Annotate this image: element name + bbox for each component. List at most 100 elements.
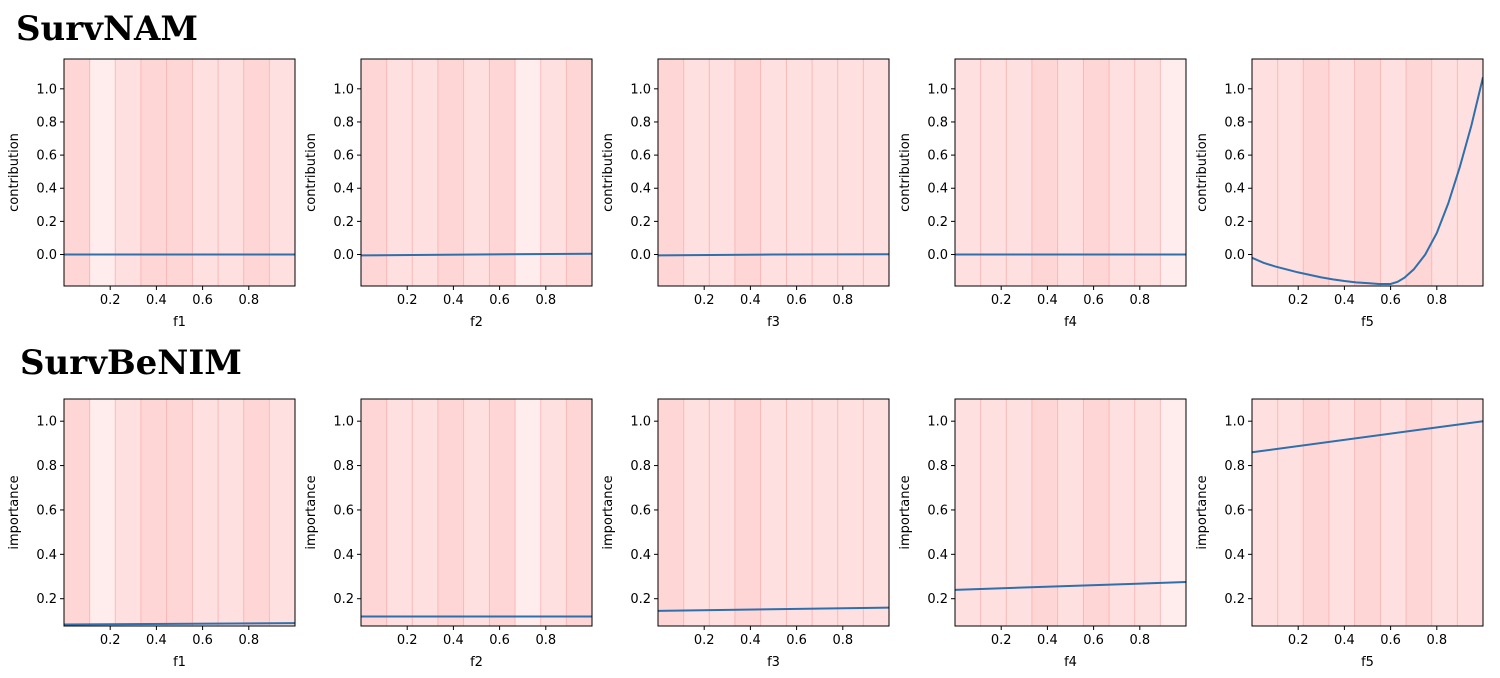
y-tick-label: 0.0	[1224, 248, 1245, 263]
interval-band	[760, 399, 787, 626]
interval-band	[863, 59, 889, 286]
interval-band	[863, 399, 889, 626]
x-tick-label: 0.6	[1083, 293, 1104, 308]
y-axis-label: importance	[601, 475, 616, 549]
series-line	[64, 622, 295, 626]
interval-band	[1406, 399, 1432, 626]
interval-band	[1057, 399, 1084, 626]
interval-band	[1083, 59, 1110, 286]
subplot-f1-contribution: 0.2 0.4 0.6 0.8 0.0 0.2 0.4 0.6 0.8 1.0 f1 contribu…	[7, 58, 296, 330]
y-axis-label: contribution	[898, 133, 913, 212]
interval-band	[115, 399, 141, 626]
interval-band	[540, 399, 567, 626]
y-tick-label: 0.2	[630, 592, 651, 607]
y-tick-label: 0.8	[333, 459, 354, 474]
interval-band	[463, 59, 490, 286]
y-tick-label: 0.6	[36, 149, 57, 164]
subplot-f2-contribution: 0.2 0.4 0.6 0.8 0.0 0.2 0.4 0.6 0.8 1.0 f2 contribu…	[304, 58, 593, 330]
interval-band	[1031, 399, 1058, 626]
interval-band	[837, 59, 864, 286]
y-tick-label: 0.8	[36, 459, 57, 474]
y-axis-label: contribution	[1195, 133, 1210, 212]
x-tick-label: 0.6	[192, 293, 213, 308]
interval-band	[1303, 399, 1329, 626]
y-tick-label: 1.0	[630, 415, 651, 430]
x-tick-label: 0.2	[397, 293, 418, 308]
y-tick-label: 0.0	[630, 248, 651, 263]
interval-band	[709, 399, 735, 626]
interval-band	[980, 59, 1007, 286]
interval-band	[1406, 59, 1432, 286]
subplot-f4-importance: 0.2 0.4 0.6 0.8 0.2 0.4 0.6 0.8 1.0 f4 importance	[898, 398, 1187, 670]
interval-band	[980, 399, 1007, 626]
x-tick-label: 0.8	[238, 293, 259, 308]
y-tick-label: 1.0	[333, 415, 354, 430]
x-tick-label: 0.8	[1129, 633, 1150, 648]
x-tick-label: 0.2	[991, 633, 1012, 648]
y-tick-label: 0.0	[927, 248, 948, 263]
x-tick-label: 0.8	[535, 633, 556, 648]
interval-band	[683, 59, 710, 286]
x-tick-label: 0.2	[397, 633, 418, 648]
x-tick-label: 0.8	[832, 293, 853, 308]
y-tick-label: 0.4	[630, 548, 651, 563]
interval-band	[1252, 59, 1278, 286]
interval-band	[1134, 399, 1161, 626]
y-tick-label: 1.0	[1224, 82, 1245, 97]
y-tick-label: 1.0	[36, 82, 57, 97]
y-tick-label: 0.6	[333, 503, 354, 518]
subplot-f4-contribution: 0.2 0.4 0.6 0.8 0.0 0.2 0.4 0.6 0.8 1.0 f4 contribu…	[898, 58, 1187, 330]
interval-band	[437, 399, 464, 626]
y-tick-label: 0.4	[36, 548, 57, 563]
y-tick-label: 0.6	[630, 503, 651, 518]
interval-band	[166, 399, 193, 626]
x-axis-label: f3	[767, 655, 780, 670]
interval-band	[566, 399, 592, 626]
interval-band	[683, 399, 710, 626]
interval-band	[140, 399, 167, 626]
interval-band	[140, 59, 167, 286]
y-tick-label: 0.8	[36, 115, 57, 130]
axes-frame	[360, 398, 593, 627]
y-tick-label: 0.0	[333, 248, 354, 263]
interval-band	[412, 399, 438, 626]
section-title-survbenim: SurvBeNIM	[20, 343, 242, 383]
interval-band	[269, 59, 295, 286]
x-tick-label: 0.2	[694, 633, 715, 648]
interval-band	[786, 399, 813, 626]
interval-band	[658, 399, 684, 626]
y-tick-label: 0.6	[1224, 149, 1245, 164]
interval-band	[1031, 59, 1058, 286]
interval-band	[1431, 59, 1458, 286]
x-tick-label: 0.2	[100, 633, 121, 648]
subplot-f5-contribution: 0.2 0.4 0.6 0.8 0.0 0.2 0.4 0.6 0.8 1.0 f5 contribu…	[1195, 58, 1484, 330]
y-tick-label: 0.0	[36, 248, 57, 263]
interval-band	[1328, 59, 1355, 286]
x-tick-label: 0.4	[146, 293, 167, 308]
x-axis-label: f4	[1064, 315, 1077, 330]
y-tick-label: 0.2	[630, 215, 651, 230]
y-tick-label: 0.8	[927, 115, 948, 130]
interval-band	[1006, 59, 1032, 286]
interval-band	[566, 59, 592, 286]
interval-band	[1252, 399, 1278, 626]
interval-band	[1328, 399, 1355, 626]
interval-band	[218, 59, 244, 286]
subplot-f3-importance: 0.2 0.4 0.6 0.8 0.2 0.4 0.6 0.8 1.0 f3 importance	[601, 398, 890, 670]
x-tick-label: 0.4	[740, 293, 761, 308]
interval-band	[89, 59, 116, 286]
interval-band	[1354, 399, 1381, 626]
y-axis-label: contribution	[7, 133, 22, 212]
x-tick-label: 0.8	[535, 293, 556, 308]
interval-band	[786, 59, 813, 286]
interval-band	[734, 59, 761, 286]
axes-frame	[360, 58, 593, 287]
y-tick-label: 0.8	[927, 459, 948, 474]
x-tick-label: 0.6	[489, 633, 510, 648]
x-tick-label: 0.2	[1288, 633, 1309, 648]
interval-band	[64, 399, 90, 626]
x-tick-label: 0.4	[1037, 633, 1058, 648]
interval-band	[412, 59, 438, 286]
x-axis-label: f2	[470, 655, 483, 670]
axes-frame	[63, 398, 296, 627]
